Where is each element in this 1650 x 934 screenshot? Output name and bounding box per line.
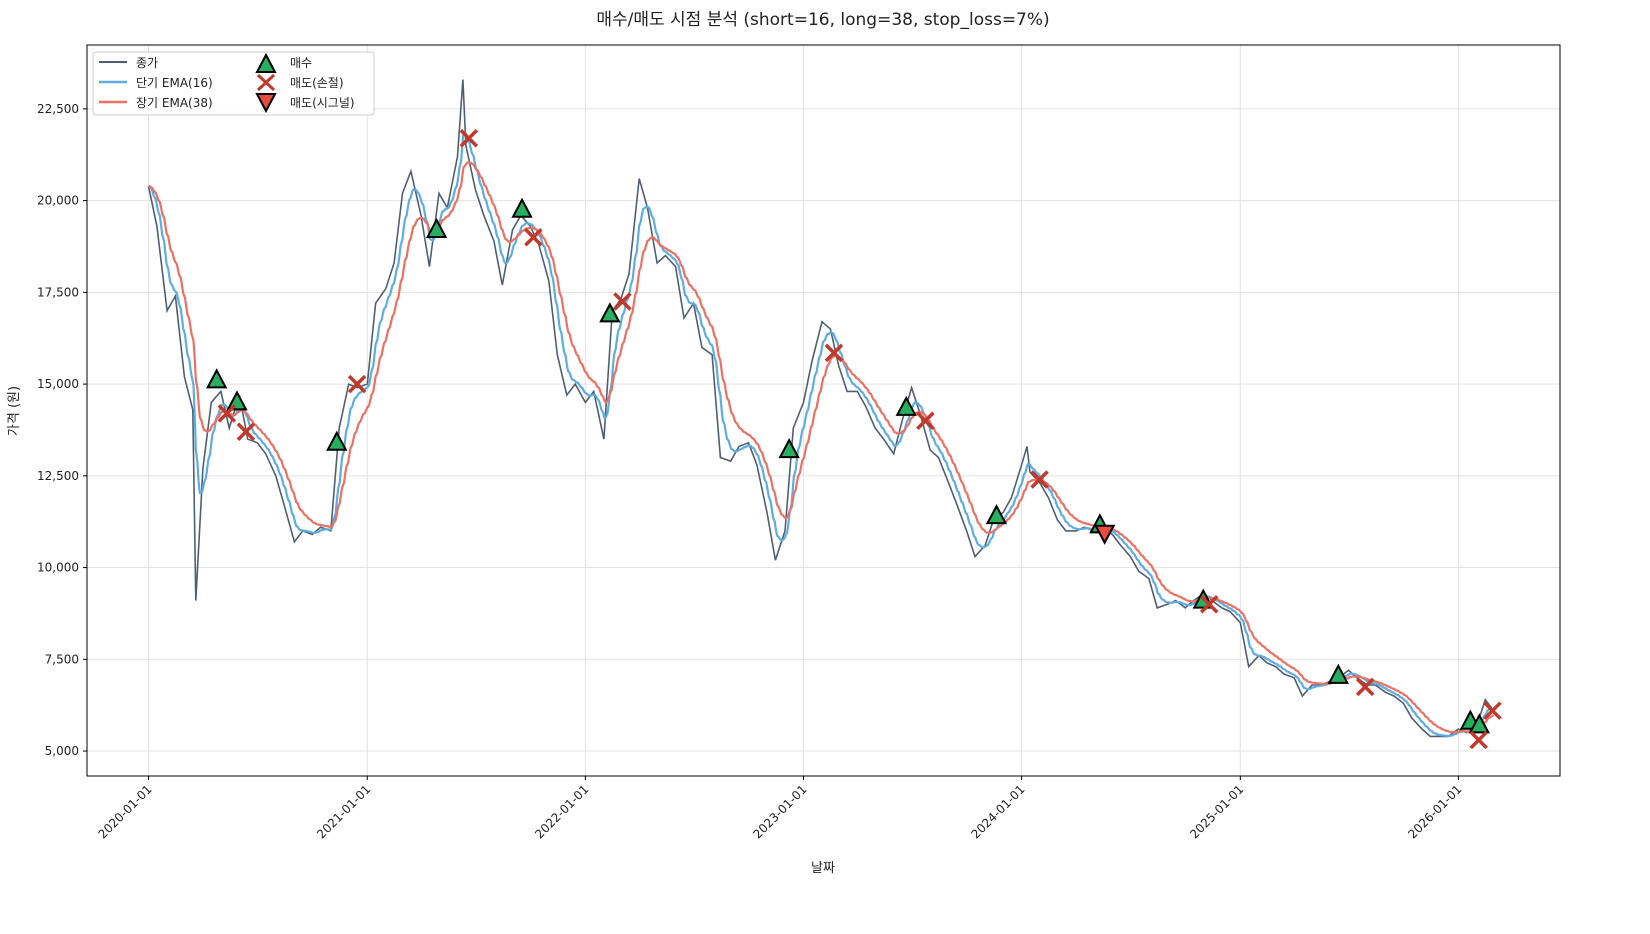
legend: 종가 단기 EMA(16) 장기 EMA(38) 매수 매도(손절) 매도(시그… (92, 51, 375, 116)
stop-loss-sell-marker (1469, 730, 1488, 750)
buy-marker (206, 368, 228, 389)
stop-loss-sell-marker (236, 422, 256, 442)
series-layer (147, 79, 1495, 738)
y-tick-label: 7,500 (45, 652, 79, 666)
y-tick-label: 20,000 (37, 194, 79, 208)
legend-signal-sell-label: 매도(시그널) (290, 96, 355, 110)
x-axis: 2020-01-01 2021-01-01 2022-01-01 2023-01-01… (95, 776, 1465, 841)
stop-loss-sell-marker (824, 343, 844, 363)
legend-signal-sell-icon (255, 93, 277, 114)
signal-sell-marker (1093, 524, 1116, 545)
short-ema-line (147, 131, 1494, 737)
buy-marker (599, 302, 621, 323)
buy-marker (1327, 663, 1349, 684)
buy-marker (425, 217, 448, 238)
stop-loss-sell-marker (1030, 470, 1049, 489)
stop-loss-sell-marker (916, 411, 935, 431)
close-price-line (147, 79, 1495, 738)
y-tick-label: 10,000 (37, 561, 79, 575)
legend-buy-icon (255, 52, 277, 73)
y-tick-label: 22,500 (37, 102, 79, 116)
stop-loss-sell-marker (459, 128, 479, 148)
buy-marker (778, 437, 800, 459)
buy-marker (226, 390, 248, 411)
buy-marker (511, 197, 533, 218)
y-tick-label: 12,500 (37, 469, 79, 483)
legend-stop-loss-label: 매도(손절) (290, 76, 344, 90)
legend-short-ema-label: 단기 EMA(16) (136, 76, 213, 90)
y-axis: 5,000 7,500 10,000 12,500 15,000 17,500 20,000… (37, 102, 87, 758)
x-axis-label: 날짜 (811, 861, 835, 876)
legend-stop-loss-icon (256, 73, 276, 92)
plot-frame (86, 44, 1561, 777)
buy-marker (985, 504, 1008, 525)
x-tick-label: 2020-01-01 (95, 782, 154, 841)
buy-marker (895, 395, 917, 416)
x-tick-label: 2026-01-01 (1405, 782, 1464, 841)
x-tick-label: 2024-01-01 (968, 782, 1027, 841)
long-ema-line (148, 161, 1494, 734)
x-tick-label: 2025-01-01 (1187, 782, 1246, 841)
stop-loss-sell-marker (613, 292, 632, 311)
chart-title: 매수/매도 시점 분석 (short=16, long=38, stop_los… (596, 10, 1049, 30)
y-tick-label: 5,000 (45, 744, 79, 758)
grid (87, 45, 1560, 776)
x-tick-label: 2022-01-01 (532, 782, 591, 841)
stop-loss-sell-marker (1483, 701, 1502, 720)
stop-loss-sell-marker (347, 374, 367, 394)
legend-box (92, 51, 375, 116)
x-tick-label: 2023-01-01 (750, 782, 809, 841)
legend-long-ema-label: 장기 EMA(38) (136, 96, 213, 110)
stop-loss-sell-marker (217, 404, 237, 423)
markers-layer (206, 128, 1502, 750)
stop-loss-sell-marker (524, 228, 543, 247)
legend-close-label: 종가 (136, 56, 158, 70)
y-axis-label: 가격 (원) (7, 386, 22, 436)
stop-loss-sell-marker (1355, 677, 1375, 697)
stop-loss-sell-marker (1199, 595, 1219, 614)
legend-buy-label: 매수 (290, 56, 312, 70)
y-tick-label: 15,000 (37, 377, 79, 391)
x-tick-label: 2021-01-01 (314, 782, 373, 841)
buy-marker (326, 430, 348, 451)
y-tick-label: 17,500 (37, 285, 79, 299)
buy-marker (1468, 713, 1490, 734)
